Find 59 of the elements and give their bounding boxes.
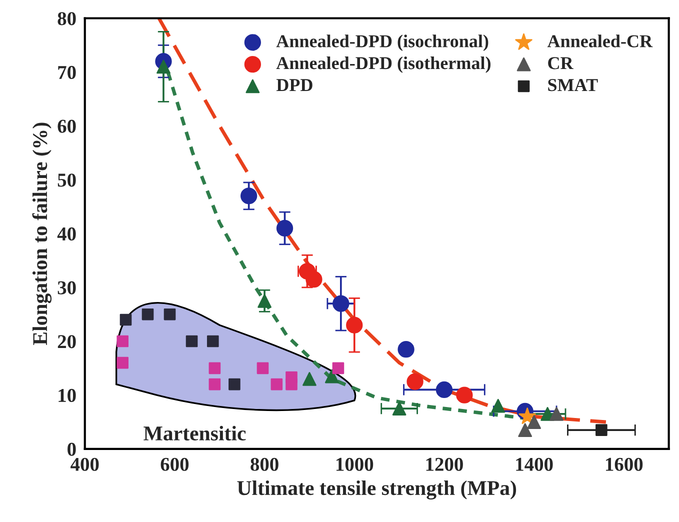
point: [436, 381, 453, 398]
point: [392, 402, 406, 416]
legend-label: Annealed-CR: [547, 34, 653, 48]
point: [491, 398, 506, 413]
point: [286, 378, 298, 390]
x-tick-label: 1000: [336, 458, 374, 471]
point: [116, 335, 129, 348]
point: [332, 362, 344, 374]
x-tick-label: 800: [250, 458, 278, 471]
annotation: Martensitic: [144, 426, 246, 441]
point: [518, 408, 536, 424]
legend-label: DPD: [276, 79, 312, 91]
point: [332, 295, 350, 312]
point: [398, 341, 414, 358]
y-tick-label: 20: [58, 335, 76, 348]
legend-label: CR: [548, 57, 574, 70]
y-tick-label: 40: [57, 227, 76, 241]
point: [596, 424, 608, 436]
point: [518, 423, 532, 438]
point: [256, 362, 269, 374]
x-tick-label: 1400: [516, 458, 553, 471]
y-axis-title: Elongation to failure (%): [32, 122, 52, 346]
point: [306, 271, 322, 288]
y-tick-label: 0: [68, 442, 76, 456]
point: [258, 294, 272, 308]
point: [324, 369, 339, 384]
point: [550, 406, 564, 421]
y-tick-label: 80: [58, 12, 76, 26]
legend-label: Annealed-DPD (isochronal): [276, 34, 488, 52]
point: [206, 335, 219, 348]
point: [164, 308, 176, 320]
point: [142, 308, 154, 320]
y-tick-label: 70: [58, 66, 76, 80]
x-tick-label: 1600: [606, 458, 643, 471]
y-tick-label: 10: [58, 388, 76, 402]
point: [527, 415, 542, 429]
y-tick-label: 60: [58, 120, 76, 133]
point: [156, 60, 170, 74]
legend-label: Annealed-DPD (isothermal): [276, 56, 490, 73]
point: [228, 378, 240, 390]
y-tick-label: 30: [58, 281, 76, 294]
point: [406, 373, 424, 390]
point: [208, 378, 221, 390]
point: [276, 220, 294, 237]
x-tick-label: 1200: [426, 458, 463, 471]
point: [116, 356, 129, 369]
y-tick-label: 50: [58, 174, 76, 187]
x-tick-label: 600: [160, 458, 189, 471]
point: [456, 386, 473, 404]
x-tick-label: 400: [70, 458, 99, 471]
point: [240, 188, 258, 204]
point: [120, 314, 132, 326]
x-axis-title: Ultimate tensile strength (MPa): [237, 480, 516, 500]
point: [270, 378, 283, 390]
legend-label: SMAT: [548, 79, 598, 92]
point: [186, 335, 198, 348]
point: [302, 372, 316, 386]
point: [208, 362, 221, 374]
point: [346, 316, 363, 334]
